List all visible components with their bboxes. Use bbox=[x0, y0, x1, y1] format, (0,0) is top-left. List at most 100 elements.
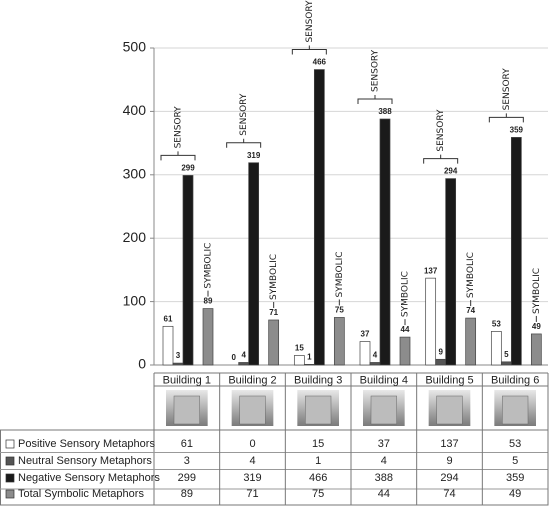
building-shape bbox=[436, 395, 463, 425]
sensory-label: SENSORY bbox=[305, 0, 315, 43]
category-label: Building 5 bbox=[425, 374, 473, 386]
data-label: 0 bbox=[231, 353, 236, 362]
y-tick-label: 300 bbox=[123, 166, 147, 182]
data-label: 89 bbox=[204, 297, 213, 306]
data-label: 49 bbox=[532, 322, 541, 331]
bar bbox=[369, 362, 381, 366]
data-label: 319 bbox=[247, 151, 261, 160]
category-label: Building 2 bbox=[228, 374, 276, 386]
bar bbox=[268, 319, 280, 366]
data-label: 299 bbox=[181, 164, 195, 173]
category-label: Building 3 bbox=[294, 374, 342, 386]
table-value: 294 bbox=[440, 472, 458, 484]
building-shape bbox=[305, 395, 332, 425]
y-tick-label: 400 bbox=[123, 102, 147, 118]
data-label: 137 bbox=[424, 266, 438, 275]
data-label: 294 bbox=[444, 167, 458, 176]
data-label: 71 bbox=[269, 308, 278, 317]
table-value: 137 bbox=[440, 438, 458, 450]
bar bbox=[202, 308, 214, 366]
sensory-bracket bbox=[488, 113, 524, 123]
legend-swatch bbox=[5, 439, 15, 449]
table-value: 15 bbox=[312, 438, 324, 450]
sensory-bracket bbox=[423, 154, 459, 164]
table-value: 89 bbox=[181, 488, 193, 500]
data-label: 74 bbox=[466, 306, 475, 315]
category-label: Building 6 bbox=[491, 374, 539, 386]
table-value: 388 bbox=[375, 472, 393, 484]
bar bbox=[530, 333, 542, 366]
legend-label: Negative Sensory Metaphors bbox=[18, 472, 160, 484]
bar bbox=[182, 175, 194, 366]
legend-swatch bbox=[5, 473, 15, 483]
legend-label: Total Symbolic Metaphors bbox=[18, 488, 144, 500]
data-label: 359 bbox=[510, 126, 524, 135]
bar bbox=[293, 355, 305, 366]
symbolic-label: SYMBOLIC bbox=[269, 254, 279, 300]
building-shape bbox=[173, 395, 200, 425]
data-label: 75 bbox=[335, 306, 344, 315]
bar bbox=[333, 317, 345, 366]
table-value: 3 bbox=[184, 455, 190, 467]
bar bbox=[359, 341, 371, 366]
category-label: Building 4 bbox=[360, 374, 408, 386]
table-value: 9 bbox=[446, 455, 452, 467]
y-tick-label: 500 bbox=[123, 39, 147, 55]
sensory-label: SENSORY bbox=[502, 68, 512, 111]
bar bbox=[510, 137, 522, 366]
data-label: 53 bbox=[492, 320, 501, 329]
table-value: 5 bbox=[512, 455, 518, 467]
table-value: 1 bbox=[315, 455, 321, 467]
legend-swatch bbox=[5, 489, 15, 499]
symbolic-label: SYMBOLIC bbox=[466, 252, 476, 298]
bar bbox=[379, 118, 391, 366]
table-value: 44 bbox=[378, 488, 390, 500]
bar bbox=[435, 358, 447, 366]
table-value: 4 bbox=[381, 455, 387, 467]
table-value: 0 bbox=[249, 438, 255, 450]
table-value: 37 bbox=[378, 438, 390, 450]
table-value: 53 bbox=[509, 438, 521, 450]
sensory-bracket bbox=[160, 151, 196, 161]
table-value: 75 bbox=[312, 488, 324, 500]
symbolic-label: SYMBOLIC bbox=[335, 251, 345, 297]
table-value: 74 bbox=[443, 488, 455, 500]
y-tick-label: 200 bbox=[123, 229, 147, 245]
table-value: 49 bbox=[509, 488, 521, 500]
legend-label: Neutral Sensory Metaphors bbox=[18, 455, 152, 467]
category-label: Building 1 bbox=[163, 374, 211, 386]
sensory-label: SENSORY bbox=[436, 109, 446, 152]
building-shape bbox=[370, 395, 397, 425]
data-label: 9 bbox=[438, 347, 443, 356]
data-label: 44 bbox=[401, 325, 410, 334]
bar bbox=[248, 162, 260, 366]
table-value: 359 bbox=[506, 472, 524, 484]
sensory-label: SENSORY bbox=[174, 106, 184, 149]
symbolic-label: SYMBOLIC bbox=[204, 243, 214, 289]
bar bbox=[445, 178, 457, 366]
bar bbox=[500, 361, 512, 366]
data-label: 15 bbox=[295, 344, 304, 353]
building-shape bbox=[239, 395, 266, 425]
table-value: 299 bbox=[178, 472, 196, 484]
sensory-bracket bbox=[291, 45, 327, 55]
data-label: 388 bbox=[378, 107, 392, 116]
data-label: 466 bbox=[313, 58, 327, 67]
table-value: 71 bbox=[246, 488, 258, 500]
y-tick-label: 100 bbox=[123, 292, 147, 308]
bar bbox=[399, 336, 411, 366]
bar bbox=[465, 317, 477, 366]
data-label: 4 bbox=[373, 351, 378, 360]
table-value: 61 bbox=[181, 438, 193, 450]
data-label: 4 bbox=[241, 351, 246, 360]
data-label: 61 bbox=[164, 314, 173, 323]
building-shape bbox=[502, 395, 529, 425]
symbolic-label: SYMBOLIC bbox=[401, 271, 411, 317]
symbolic-label: SYMBOLIC bbox=[532, 268, 542, 314]
sensory-bracket bbox=[357, 95, 393, 105]
bar bbox=[425, 277, 437, 366]
sensory-bracket bbox=[226, 138, 262, 148]
sensory-label: SENSORY bbox=[239, 93, 249, 136]
bar bbox=[303, 364, 315, 366]
